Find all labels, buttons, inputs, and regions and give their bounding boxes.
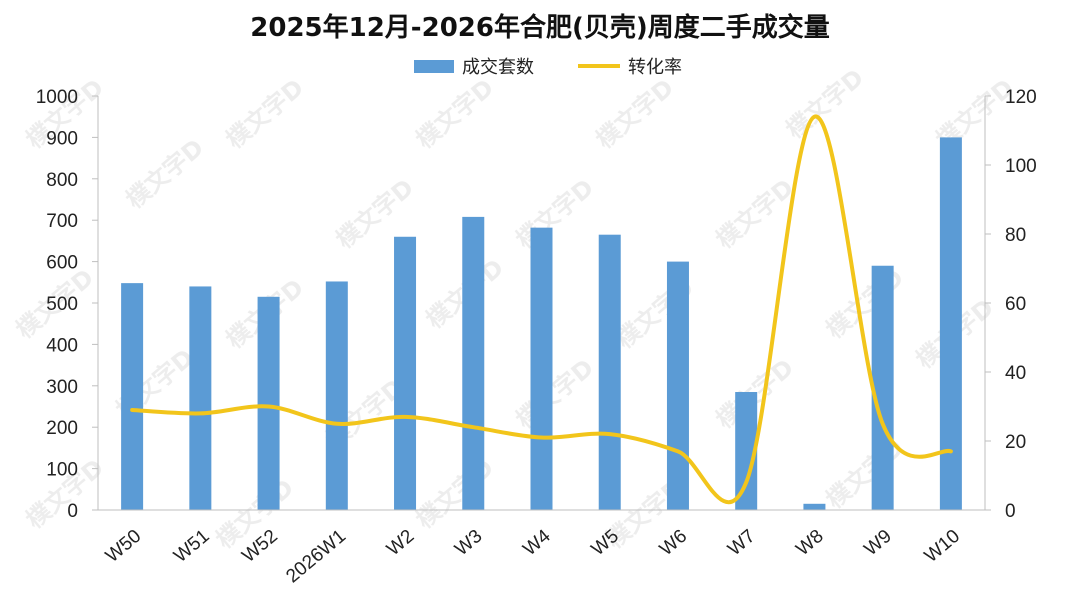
right-y-axis: 0 20 40 60 80 100 120 xyxy=(984,87,1037,522)
watermark-text: 樸文字D xyxy=(821,264,909,345)
left-tick-label: 0 xyxy=(67,501,78,522)
legend-label-line: 转化率 xyxy=(628,57,682,78)
x-tick-label: W50 xyxy=(102,526,145,567)
bar-W51 xyxy=(189,286,212,510)
right-tick-label: 80 xyxy=(1005,225,1026,246)
x-tick-label: W6 xyxy=(656,526,691,560)
bar-W5 xyxy=(598,234,621,510)
left-tick-label: 400 xyxy=(46,335,78,356)
left-tick-label: 500 xyxy=(46,294,78,315)
watermark-text: 樸文字D xyxy=(511,174,599,255)
legend-label-bar: 成交套数 xyxy=(462,57,534,78)
left-tick-label: 300 xyxy=(46,377,78,398)
bar-W10 xyxy=(939,137,962,510)
bar-W2 xyxy=(394,236,417,510)
left-y-axis: 0 100 200 300 400 500 600 700 800 900 1000 xyxy=(36,87,99,522)
chart-title: 2025年12月-2026年合肥(贝壳)周度二手成交量 xyxy=(250,12,829,43)
x-tick-label: W3 xyxy=(451,526,486,560)
right-tick-label: 0 xyxy=(1005,501,1016,522)
watermark-text: 樸文字D xyxy=(411,454,499,535)
left-tick-label: 600 xyxy=(46,253,78,274)
bar-W4 xyxy=(530,227,553,511)
x-tick-label: W4 xyxy=(519,525,555,560)
right-tick-label: 100 xyxy=(1005,156,1037,177)
bar-W9 xyxy=(871,265,894,510)
bar-W6 xyxy=(666,261,689,510)
line-series xyxy=(130,114,953,505)
bar-W8 xyxy=(803,503,826,510)
watermark-layer: 樸文字D樸文字D樸文字D樸文字D樸文字D樸文字D樸文字D樸文字D樸文字D樸文字D… xyxy=(11,64,1019,555)
left-tick-label: 700 xyxy=(46,211,78,232)
watermark-text: 樸文字D xyxy=(411,74,499,155)
bar-2026W1 xyxy=(325,281,348,510)
x-tick-label: W8 xyxy=(792,526,827,560)
bar-W52 xyxy=(257,296,280,510)
right-tick-label: 60 xyxy=(1005,294,1026,315)
bar-W3 xyxy=(462,216,485,510)
left-tick-label: 900 xyxy=(46,128,78,149)
x-tick-label: W2 xyxy=(383,526,418,560)
legend-bar-swatch xyxy=(414,60,454,73)
x-tick-label: W7 xyxy=(724,526,759,560)
left-tick-label: 800 xyxy=(46,170,78,191)
watermark-text: 樸文字D xyxy=(511,354,599,435)
watermark-text: 樸文字D xyxy=(121,134,209,215)
right-tick-label: 40 xyxy=(1005,363,1026,384)
left-tick-label: 200 xyxy=(46,418,78,439)
legend: 成交套数 转化率 xyxy=(414,57,682,78)
right-tick-label: 20 xyxy=(1005,432,1026,453)
x-tick-label: 2026W1 xyxy=(282,526,350,588)
x-tick-label: W51 xyxy=(170,526,213,567)
x-tick-label: W10 xyxy=(921,526,964,567)
bar-W50 xyxy=(121,283,144,510)
right-tick-label: 120 xyxy=(1005,87,1037,108)
watermark-text: 樸文字D xyxy=(221,74,309,155)
left-tick-label: 1000 xyxy=(36,87,78,108)
watermark-text: 樸文字D xyxy=(591,74,679,155)
conversion-rate-line xyxy=(130,114,953,505)
x-tick-label: W9 xyxy=(861,526,896,560)
bar-W7 xyxy=(735,392,758,510)
left-tick-label: 100 xyxy=(46,460,78,481)
